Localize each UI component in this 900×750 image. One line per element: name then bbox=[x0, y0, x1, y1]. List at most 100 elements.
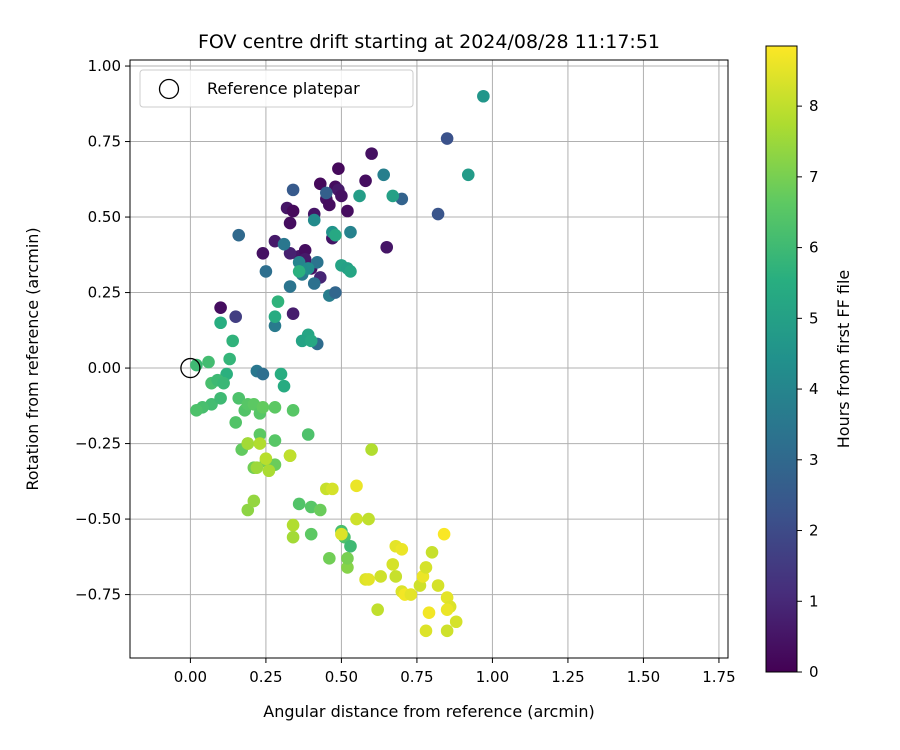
data-points bbox=[180, 89, 490, 638]
colorbar-tick-label: 0 bbox=[809, 663, 819, 681]
colorbar-tick-label: 7 bbox=[809, 168, 819, 186]
colorbar-tick-label: 2 bbox=[809, 522, 819, 540]
data-point bbox=[353, 189, 366, 203]
data-point bbox=[259, 452, 273, 465]
data-point bbox=[332, 162, 345, 176]
data-point bbox=[335, 189, 348, 203]
data-point bbox=[323, 552, 336, 565]
data-point bbox=[320, 186, 333, 200]
y-axis-ticks: −0.75 −0.50 −0.25 0.00 0.25 0.50 0.75 1.00 bbox=[75, 57, 130, 604]
data-point bbox=[304, 334, 318, 348]
data-point bbox=[359, 174, 372, 188]
data-point bbox=[362, 573, 375, 586]
data-point bbox=[344, 539, 357, 553]
data-point bbox=[301, 428, 315, 441]
data-point bbox=[229, 416, 243, 429]
data-point bbox=[214, 301, 227, 314]
data-point bbox=[431, 207, 445, 221]
data-point bbox=[310, 256, 324, 269]
data-point bbox=[202, 355, 215, 369]
data-point bbox=[389, 570, 403, 583]
colorbar-tick-label: 5 bbox=[809, 309, 819, 327]
data-point bbox=[283, 280, 297, 293]
data-point bbox=[292, 497, 306, 511]
data-point bbox=[307, 213, 321, 227]
x-tick-label: 1.75 bbox=[702, 668, 735, 686]
data-point bbox=[256, 367, 270, 381]
data-point bbox=[377, 168, 390, 182]
data-point bbox=[283, 216, 297, 230]
data-point bbox=[419, 561, 433, 574]
grid-lines bbox=[130, 60, 728, 658]
data-point bbox=[232, 391, 246, 405]
data-point bbox=[461, 168, 475, 182]
data-point bbox=[440, 624, 454, 638]
plot-frame bbox=[129, 59, 729, 659]
y-tick-label: 1.00 bbox=[88, 57, 121, 75]
data-point bbox=[365, 147, 378, 160]
data-point bbox=[277, 237, 291, 251]
y-tick-label: −0.50 bbox=[75, 510, 121, 528]
data-point bbox=[313, 503, 327, 517]
colorbar: 0 1 2 3 4 5 6 7 8 Hours from first FF file bbox=[765, 45, 853, 681]
data-point bbox=[292, 256, 306, 269]
data-point bbox=[241, 437, 255, 450]
data-point bbox=[374, 570, 387, 583]
data-point bbox=[329, 286, 342, 299]
data-point bbox=[286, 518, 300, 532]
data-point bbox=[253, 437, 267, 450]
data-point bbox=[440, 132, 454, 145]
data-point bbox=[326, 482, 339, 496]
x-tick-label: 0.75 bbox=[400, 668, 433, 686]
colorbar-tick-label: 1 bbox=[809, 592, 819, 610]
data-point bbox=[298, 243, 312, 257]
data-point bbox=[419, 624, 433, 638]
legend-entry-label: Reference platepar bbox=[207, 79, 360, 98]
data-point bbox=[271, 295, 285, 308]
data-point bbox=[431, 579, 445, 592]
legend-box bbox=[139, 69, 414, 108]
y-tick-label: 0.25 bbox=[88, 284, 121, 302]
colorbar-tick-label: 8 bbox=[809, 97, 819, 115]
data-point bbox=[307, 277, 321, 290]
chart-title: FOV centre drift starting at 2024/08/28 … bbox=[198, 31, 660, 53]
data-point bbox=[286, 530, 300, 544]
data-point bbox=[329, 228, 342, 242]
data-point bbox=[256, 246, 270, 260]
x-tick-label: 0.00 bbox=[174, 668, 207, 686]
data-point bbox=[229, 310, 243, 324]
data-point bbox=[344, 225, 357, 239]
data-point bbox=[422, 606, 436, 619]
data-point bbox=[362, 512, 375, 526]
data-point bbox=[268, 401, 282, 414]
data-point bbox=[268, 319, 282, 333]
y-tick-label: 0.75 bbox=[88, 133, 121, 151]
data-point bbox=[341, 204, 354, 218]
data-point bbox=[283, 246, 297, 260]
data-point bbox=[286, 204, 300, 218]
y-tick-label: −0.25 bbox=[75, 435, 121, 453]
x-tick-label: 1.00 bbox=[476, 668, 509, 686]
data-point bbox=[256, 401, 270, 414]
data-point bbox=[277, 379, 291, 393]
legend: Reference platepar bbox=[139, 69, 414, 108]
data-point bbox=[395, 542, 409, 556]
data-point bbox=[286, 307, 300, 320]
data-point bbox=[350, 479, 363, 493]
data-point bbox=[262, 464, 276, 478]
x-axis-ticks: 0.00 0.25 0.50 0.75 1.00 1.25 1.50 1.75 bbox=[174, 658, 736, 686]
reference-marker-icon bbox=[158, 78, 180, 100]
colorbar-tick-label: 6 bbox=[809, 239, 819, 257]
data-point bbox=[286, 404, 300, 417]
data-point bbox=[214, 391, 227, 405]
colorbar-ticks: 0 1 2 3 4 5 6 7 8 bbox=[797, 97, 819, 681]
y-axis-label: Rotation from reference (arcmin) bbox=[23, 227, 42, 490]
reference-platepar-marker bbox=[180, 357, 201, 379]
data-point bbox=[335, 527, 348, 541]
data-point bbox=[386, 189, 400, 203]
colorbar-tick-label: 3 bbox=[809, 451, 819, 469]
data-point bbox=[223, 352, 236, 366]
y-tick-label: 0.50 bbox=[88, 208, 121, 226]
y-tick-label: 0.00 bbox=[88, 359, 121, 377]
data-point bbox=[268, 434, 282, 447]
